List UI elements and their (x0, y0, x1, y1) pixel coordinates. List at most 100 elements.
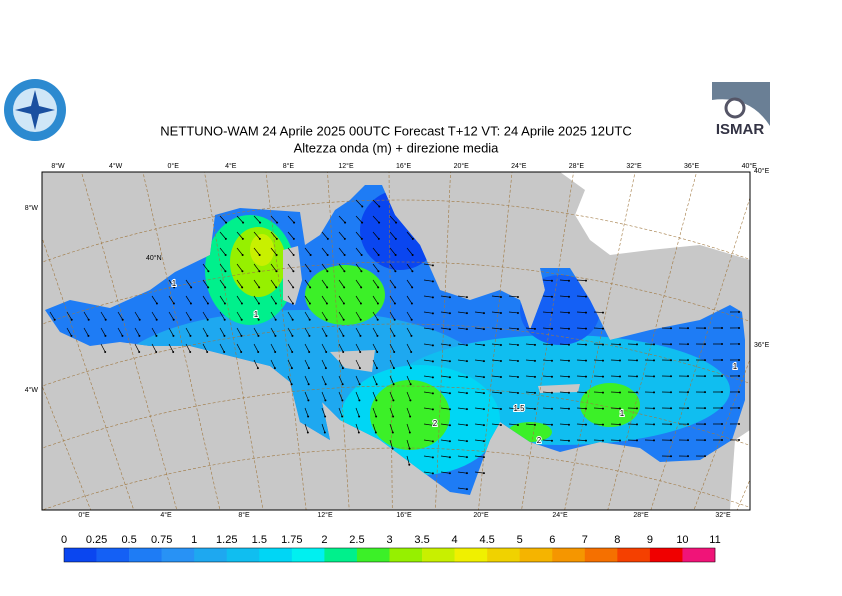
arrow-head (669, 439, 672, 442)
colorbar-label: 4 (452, 534, 458, 546)
meridian (42, 236, 135, 510)
arrow-head (703, 407, 706, 410)
wave-arrow (253, 263, 260, 272)
wave-arrow (457, 327, 467, 330)
meridian (327, 172, 350, 510)
arrow-head (703, 455, 706, 458)
arrow-head (584, 375, 587, 378)
wave-arrow (406, 455, 410, 465)
arrow-head (686, 423, 689, 426)
wave-arrow (202, 263, 209, 272)
colorbar-label: 0 (61, 534, 67, 546)
meridian (693, 358, 750, 510)
arrow-head (309, 286, 312, 289)
wave-arrow (100, 327, 106, 337)
arrow-head (482, 472, 485, 475)
wave-arrow (508, 375, 518, 378)
top-lon-label: 4°W (109, 162, 123, 170)
arrow-head (206, 350, 209, 353)
arrow-head (357, 431, 360, 434)
arrow-head (601, 327, 604, 330)
wave-arrow (406, 279, 413, 288)
wave-arrow (219, 215, 227, 223)
arrow-head (550, 407, 553, 410)
wave-arrow (508, 391, 518, 394)
wave-arrow (202, 279, 209, 288)
arrow-head (550, 295, 553, 298)
left-label: 8°W (25, 204, 39, 212)
wave-arrow (457, 471, 467, 474)
wave-arrow (440, 471, 450, 474)
wave-arrow (474, 439, 484, 442)
wave-arrow (253, 343, 259, 353)
wave-arrow (389, 247, 396, 256)
arrow-head (307, 399, 310, 402)
arrow-head (635, 359, 638, 362)
arrow-head (53, 318, 56, 321)
arrow-head (240, 334, 243, 337)
arrow-head (393, 350, 396, 353)
arrow-head (274, 334, 277, 337)
arrow-head (343, 237, 346, 240)
arrow-head (635, 375, 638, 378)
arrow-head (359, 350, 362, 353)
wave-arrow (355, 359, 361, 369)
wave-arrow (304, 359, 310, 369)
wave-arrow (185, 295, 192, 304)
arrow-head (392, 383, 395, 386)
arrow-head (567, 391, 570, 394)
arrow-head (652, 439, 655, 442)
wave-arrow (304, 295, 311, 304)
arrow-head (533, 391, 536, 394)
arrow-head (360, 254, 363, 257)
arrow-head (533, 343, 536, 346)
wave-arrow (440, 391, 450, 394)
arrow-head (343, 254, 346, 257)
arrow-head (499, 328, 502, 331)
wave-arrow (372, 359, 378, 369)
wave-arrow (253, 247, 260, 256)
wave-arrow (491, 343, 501, 346)
wave-arrow (457, 439, 467, 442)
arrow-head (686, 343, 689, 346)
arrow-head (482, 392, 485, 395)
wave-arrow (236, 311, 242, 320)
parallel (42, 385, 750, 449)
bottom-lon-label: 24°E (552, 511, 568, 519)
arrow-head (240, 302, 243, 305)
colorbar-frame (63, 547, 716, 563)
wave-arrow (423, 279, 433, 282)
wave-arrow (423, 407, 433, 410)
wave-arrow (559, 407, 569, 410)
wave-arrow (457, 295, 467, 298)
arrow-head (584, 359, 587, 362)
arrow-head (465, 408, 468, 411)
wave-arrow (287, 263, 294, 272)
wave-arrow (304, 247, 311, 256)
wave-arrow (372, 327, 378, 337)
wave-arrow (542, 375, 552, 378)
wave-arrow (440, 327, 450, 330)
meridian (81, 172, 178, 510)
wave-arrow (406, 231, 414, 240)
wave-arrow (508, 311, 518, 314)
wave-arrow (338, 375, 343, 385)
arrow-head (324, 415, 327, 418)
colorbar-box (454, 548, 488, 562)
wave-arrow (389, 231, 397, 240)
colorbar-label: 0.75 (151, 534, 172, 546)
arrow-head (431, 376, 434, 379)
wave-arrow (389, 375, 394, 385)
arrow-head (307, 367, 310, 370)
arrow-head (448, 376, 451, 379)
wave-arrow (185, 343, 191, 353)
meridian (771, 150, 842, 530)
wave-arrow (576, 375, 587, 377)
arrow-head (550, 311, 553, 314)
arrow-head (409, 367, 412, 370)
meridian (521, 172, 574, 510)
arrow-head (431, 456, 434, 459)
arrow-head (308, 302, 311, 305)
arrow-head (293, 221, 296, 224)
